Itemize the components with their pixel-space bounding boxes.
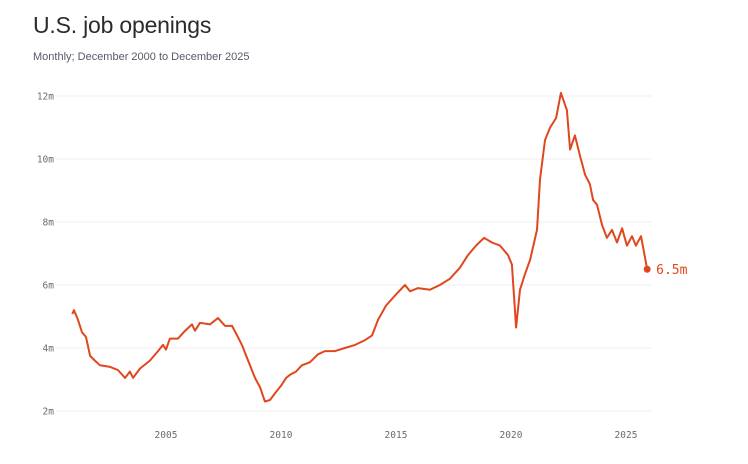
gridlines xyxy=(56,95,652,412)
chart-title: U.S. job openings xyxy=(33,12,212,38)
x-axis-ticks: 2005 2010 2015 2020 2025 xyxy=(155,430,638,441)
x-tick-label: 2010 xyxy=(270,430,293,441)
x-tick-label: 2025 xyxy=(615,430,638,441)
x-tick-label: 2005 xyxy=(155,430,178,441)
y-tick-label: 4m xyxy=(43,344,55,355)
y-tick-label: 2m xyxy=(43,407,55,418)
end-value-label: 6.5m xyxy=(656,263,687,278)
y-axis-ticks: 2m 4m 6m 8m 10m 12m xyxy=(37,92,54,418)
series-line-job-openings xyxy=(71,91,649,403)
x-tick-label: 2015 xyxy=(385,430,408,441)
x-tick-label: 2020 xyxy=(500,430,523,441)
end-point-marker xyxy=(643,265,651,273)
chart-subtitle: Monthly; December 2000 to December 2025 xyxy=(33,51,250,63)
y-tick-label: 6m xyxy=(43,281,55,292)
y-tick-label: 10m xyxy=(37,155,54,166)
y-tick-label: 12m xyxy=(37,92,54,103)
y-tick-label: 8m xyxy=(43,218,55,229)
